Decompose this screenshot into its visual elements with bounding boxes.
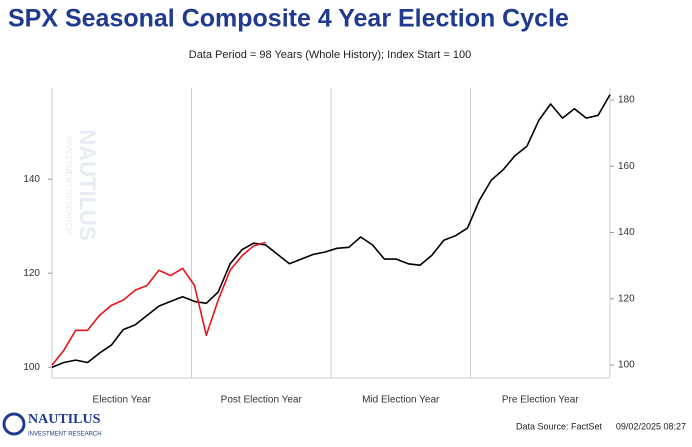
chart-title: SPX Seasonal Composite 4 Year Election C… xyxy=(8,5,569,33)
y-tick-label: 140 xyxy=(23,174,40,185)
x-tick-label: Pre Election Year xyxy=(502,395,579,406)
watermark-sub: INVESTMENT RESEARCH xyxy=(64,136,73,234)
line-series xyxy=(51,94,611,368)
y2-tick-label: 120 xyxy=(618,293,635,304)
y-tick-label: 100 xyxy=(23,362,40,373)
x-tick-label: Election Year xyxy=(93,395,152,406)
logo-sub: INVESTMENT RESEARCH xyxy=(28,432,102,438)
y-tick-label: 120 xyxy=(23,268,40,279)
y2-tick-label: 140 xyxy=(618,227,635,238)
chart-subtitle: Data Period = 98 Years (Whole History); … xyxy=(189,49,471,61)
logo-icon xyxy=(2,412,26,436)
y2-tick-label: 160 xyxy=(618,161,635,172)
source: Data Source: FactSet xyxy=(516,421,603,431)
watermark: NAUTILUS xyxy=(75,129,100,240)
x-tick-label: Mid Election Year xyxy=(362,395,440,406)
line-series xyxy=(51,241,266,366)
y2-tick-label: 180 xyxy=(618,95,635,106)
timestamp: 09/02/2025 08:27 xyxy=(616,421,686,431)
x-tick-label: Post Election Year xyxy=(221,395,303,406)
logo: NAUTILUS xyxy=(28,412,101,427)
y2-tick-label: 100 xyxy=(618,360,635,371)
